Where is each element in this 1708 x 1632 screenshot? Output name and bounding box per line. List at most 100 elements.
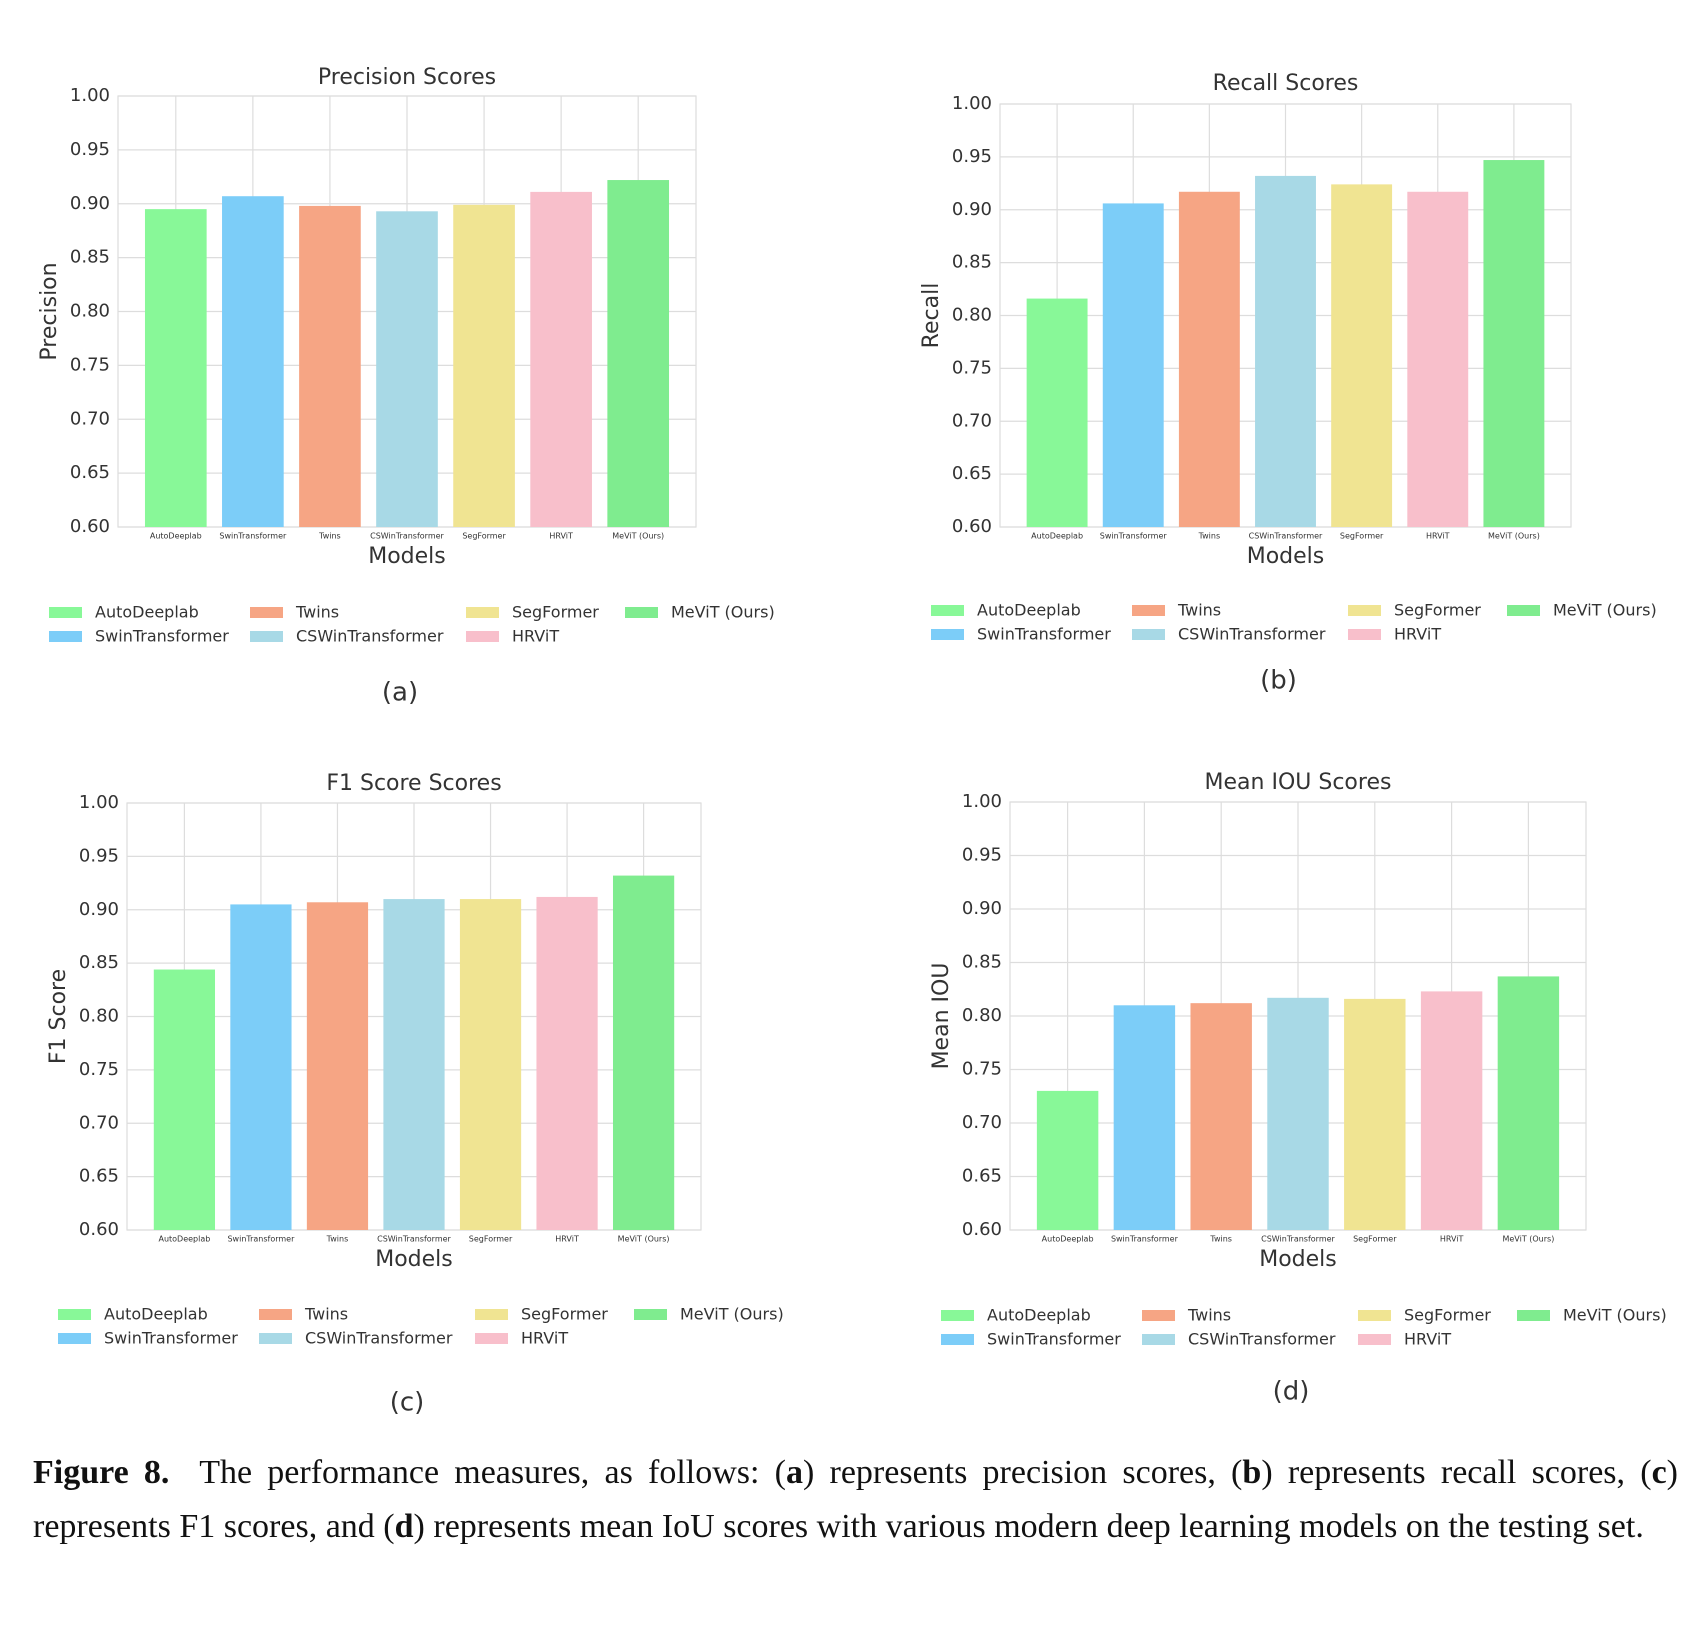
- y-tick-label: 0.75: [962, 1059, 1002, 1080]
- legend-swatch: [931, 605, 964, 616]
- x-tick-label: CSWinTransformer: [370, 532, 444, 541]
- bar: [1036, 1090, 1099, 1230]
- legend-swatch: [1132, 629, 1165, 640]
- legend-label: CSWinTransformer: [296, 627, 444, 646]
- y-tick-label: 0.85: [79, 952, 119, 973]
- legend-label: HRViT: [1394, 625, 1441, 644]
- bar: [222, 196, 284, 527]
- y-tick-label: 0.95: [70, 139, 110, 160]
- legend-swatch: [49, 631, 82, 642]
- legend-label: MeViT (Ours): [1563, 1306, 1667, 1325]
- x-tick-label: AutoDeeplab: [150, 532, 202, 541]
- legend-swatch: [1348, 605, 1381, 616]
- x-tick-label: SwinTransformer: [1100, 532, 1168, 541]
- y-tick-label: 0.75: [70, 354, 110, 375]
- y-tick-label: 0.60: [79, 1219, 119, 1240]
- x-tick-label: SegFormer: [469, 1235, 513, 1244]
- legend-label: SegFormer: [521, 1305, 608, 1324]
- legend-label: AutoDeeplab: [95, 603, 199, 622]
- legend-swatch: [259, 1309, 292, 1320]
- y-tick-label: 0.90: [79, 899, 119, 920]
- legend-swatch: [1358, 1334, 1391, 1345]
- caption-label: Figure 8.: [33, 1454, 170, 1491]
- y-axis-label: Precision: [37, 262, 62, 360]
- x-tick-label: HRViT: [555, 1235, 579, 1244]
- bar: [383, 899, 445, 1230]
- x-tick-label: MeViT (Ours): [618, 1235, 670, 1244]
- legend-label: AutoDeeplab: [977, 601, 1081, 620]
- bar: [1344, 998, 1406, 1230]
- y-tick-label: 0.80: [962, 1005, 1002, 1026]
- y-tick-label: 0.70: [952, 410, 992, 431]
- legend-label: HRViT: [512, 627, 559, 646]
- x-tick-label: SegFormer: [1353, 1235, 1397, 1244]
- legend-swatch: [634, 1309, 667, 1320]
- x-tick-label: AutoDeeplab: [1042, 1235, 1094, 1244]
- legend-label: Twins: [295, 603, 339, 622]
- bar: [153, 969, 216, 1230]
- legend-swatch: [58, 1309, 91, 1320]
- legend-swatch: [1142, 1334, 1175, 1345]
- x-tick-label: SwinTransformer: [219, 532, 287, 541]
- x-tick-label: Twins: [326, 1235, 349, 1244]
- chart-title: Mean IOU Scores: [1205, 770, 1392, 795]
- y-tick-label: 0.85: [70, 247, 110, 268]
- x-tick-label: CSWinTransformer: [377, 1235, 451, 1244]
- x-axis-label: Models: [368, 544, 446, 569]
- y-tick-label: 0.65: [962, 1166, 1002, 1187]
- y-tick-label: 0.90: [70, 193, 110, 214]
- y-axis-label: Mean IOU: [929, 963, 954, 1070]
- figure-caption: Figure 8. The performance measures, as f…: [33, 1446, 1678, 1554]
- y-tick-label: 1.00: [79, 792, 119, 813]
- bar: [1178, 191, 1240, 527]
- bar: [376, 211, 438, 528]
- x-tick-label: HRViT: [549, 532, 573, 541]
- y-tick-label: 1.00: [952, 93, 992, 114]
- panel-label: (a): [382, 678, 418, 708]
- legend-label: AutoDeeplab: [987, 1306, 1091, 1325]
- bar: [1407, 191, 1469, 527]
- legend-label: SegFormer: [1404, 1306, 1491, 1325]
- legend-swatch: [475, 1333, 508, 1344]
- caption-part: ) represents recall scores, (: [1261, 1454, 1652, 1491]
- legend-swatch: [466, 631, 499, 642]
- y-tick-label: 0.90: [962, 898, 1002, 919]
- legend-label: AutoDeeplab: [104, 1305, 208, 1324]
- legend-label: MeViT (Ours): [671, 603, 775, 622]
- y-tick-label: 0.70: [962, 1112, 1002, 1133]
- chart-title: Precision Scores: [318, 65, 496, 90]
- legend-swatch: [1507, 605, 1540, 616]
- chart-title: Recall Scores: [1213, 71, 1359, 96]
- legend-swatch: [625, 607, 658, 618]
- y-tick-label: 0.65: [79, 1166, 119, 1187]
- caption-part: a: [785, 1454, 803, 1491]
- caption-part: ) represents precision scores, (: [802, 1454, 1243, 1491]
- bar: [1102, 203, 1164, 527]
- y-tick-label: 0.90: [952, 199, 992, 220]
- y-tick-label: 0.65: [70, 462, 110, 483]
- legend-swatch: [259, 1333, 292, 1344]
- bar: [530, 191, 592, 527]
- chart-title: F1 Score Scores: [326, 771, 501, 796]
- caption-part: The performance measures, as follows: (: [199, 1454, 786, 1491]
- bar: [1113, 1005, 1176, 1230]
- legend-swatch: [941, 1334, 974, 1345]
- y-tick-label: 0.95: [79, 845, 119, 866]
- y-tick-label: 0.70: [70, 408, 110, 429]
- legend-label: CSWinTransformer: [1188, 1330, 1336, 1349]
- x-tick-label: SegFormer: [462, 532, 506, 541]
- legend-swatch: [49, 607, 82, 618]
- legend-label: CSWinTransformer: [1178, 625, 1326, 644]
- caption-part: c: [1651, 1454, 1667, 1491]
- caption-part: ) represents F1 scores, and (: [33, 1454, 1678, 1545]
- bar: [1255, 175, 1316, 527]
- y-tick-label: 1.00: [70, 85, 110, 106]
- y-tick-label: 0.85: [952, 252, 992, 273]
- x-tick-label: MeViT (Ours): [1488, 532, 1540, 541]
- legend-label: CSWinTransformer: [305, 1329, 453, 1348]
- x-tick-label: HRViT: [1426, 532, 1450, 541]
- bar: [607, 180, 670, 528]
- legend-swatch: [1358, 1310, 1391, 1321]
- caption-part: b: [1242, 1454, 1262, 1491]
- x-tick-label: CSWinTransformer: [1249, 532, 1323, 541]
